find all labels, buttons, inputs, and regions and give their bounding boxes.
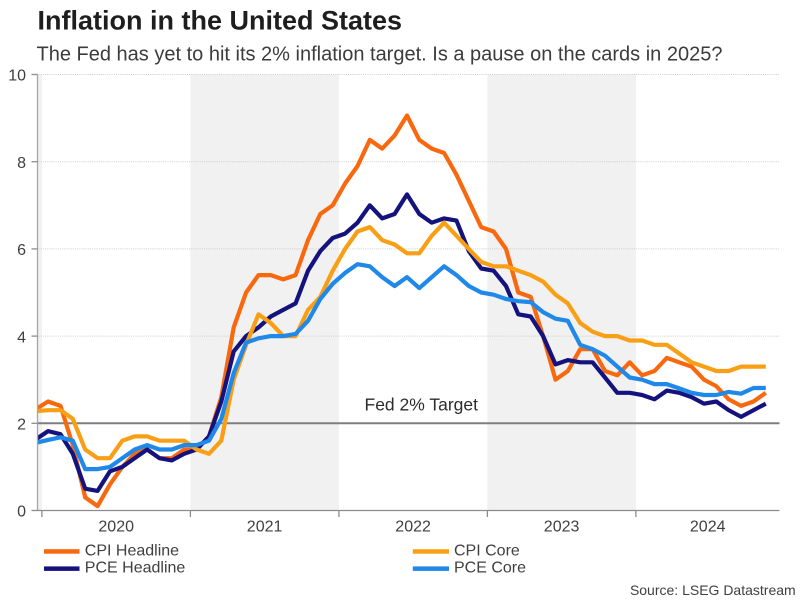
svg-text:0: 0: [17, 504, 26, 521]
svg-text:The Fed has yet to hit its 2%: The Fed has yet to hit its 2% inflation …: [37, 44, 723, 66]
svg-text:2024: 2024: [690, 519, 726, 536]
svg-text:2021: 2021: [247, 519, 283, 536]
svg-text:2023: 2023: [544, 519, 580, 536]
svg-text:PCE Core: PCE Core: [454, 560, 526, 577]
svg-text:10: 10: [8, 68, 26, 85]
svg-text:PCE Headline: PCE Headline: [85, 560, 186, 577]
svg-text:4: 4: [17, 329, 26, 346]
svg-text:Source: LSEG Datastream: Source: LSEG Datastream: [630, 582, 796, 598]
svg-text:Inflation in the United States: Inflation in the United States: [38, 6, 403, 36]
svg-text:CPI Headline: CPI Headline: [85, 543, 179, 560]
svg-text:Fed 2% Target: Fed 2% Target: [365, 395, 479, 415]
svg-text:8: 8: [17, 155, 26, 172]
svg-text:2: 2: [17, 417, 26, 434]
svg-text:2022: 2022: [395, 519, 431, 536]
svg-text:CPI Core: CPI Core: [454, 543, 520, 560]
svg-text:2020: 2020: [98, 519, 134, 536]
svg-text:6: 6: [17, 242, 26, 259]
